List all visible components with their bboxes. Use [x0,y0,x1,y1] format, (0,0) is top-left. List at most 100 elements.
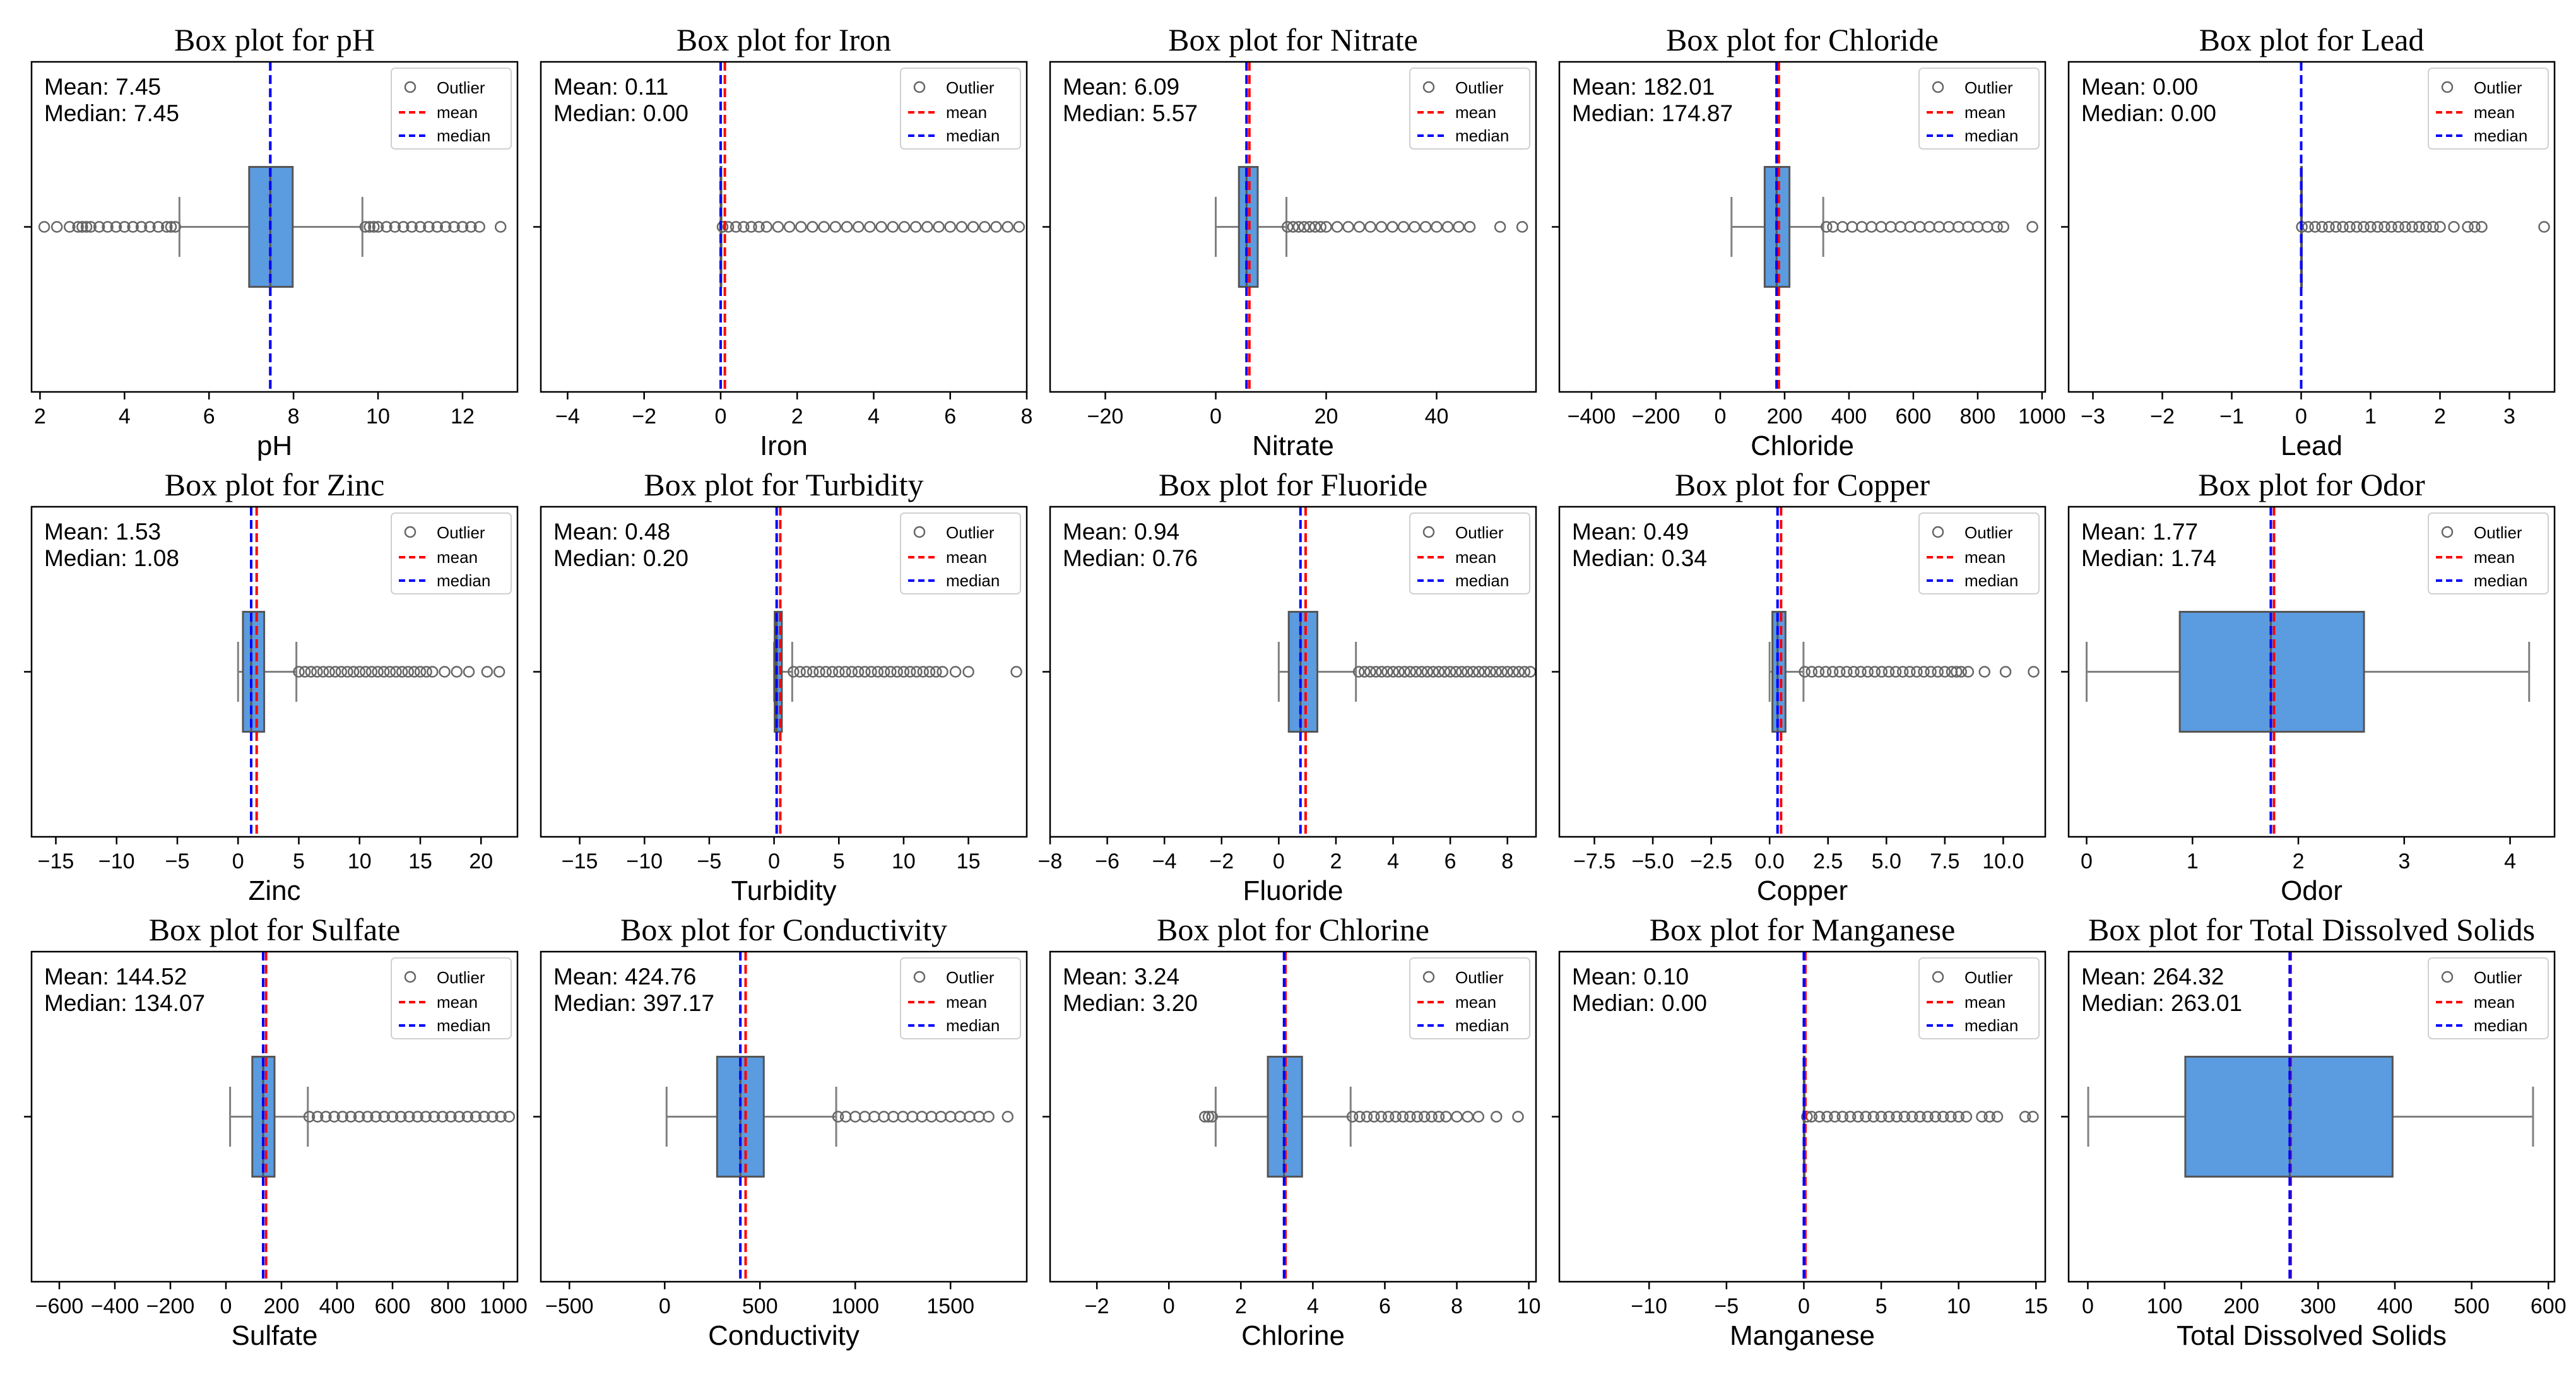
outlier-point [50,221,63,233]
chart-panel-13: Box plot for Chlorine −2 0 2 4 6 8 10 Chlorine Me… [1043,912,1541,1351]
x-tick-label: 10 [366,405,390,428]
x-axis-label: Conductivity [708,1320,860,1351]
outlier-point [135,221,148,233]
outlier-point [1419,221,1432,233]
outlier-point [1914,1111,1926,1123]
legend-outlier-marker [404,971,417,983]
outlier-point [772,221,784,233]
outlier-point [414,666,427,678]
x-tick-label: 400 [2377,1294,2413,1318]
outlier-point [1433,1111,1445,1123]
outlier-point [362,1111,374,1123]
x-tick-label: 10.0 [1982,849,2024,873]
legend-outlier-marker [1932,971,1944,983]
mean-stat-text: Mean: 1.77 [2081,519,2198,545]
outlier-point [353,666,365,678]
outlier-point [1494,221,1506,233]
mean-stat-text: Mean: 3.24 [1063,964,1179,990]
outlier-point [1415,666,1428,678]
median-stat-text: Median: 174.87 [1572,100,1733,126]
x-tick-label: −10 [626,849,663,873]
outlier-point [1472,1111,1484,1123]
x-tick-label: 3 [2398,849,2410,873]
x-tick-label: 15 [957,849,981,873]
outlier-point [878,666,890,678]
outlier-point [1364,666,1376,678]
outlier-point [1951,666,1963,678]
legend-outlier-marker [1932,81,1944,93]
chart-title: Box plot for Fluoride [1159,467,1427,502]
chart-title: Box plot for Conductivity [620,912,947,947]
x-tick-label: −7.5 [1573,849,1616,873]
outlier-point [1463,221,1476,233]
median-stat-text: Median: 134.07 [44,990,205,1016]
outlier-point [1955,666,1967,678]
outlier-point [1896,666,1909,678]
outlier-point [420,666,432,678]
x-tick-label: 10 [348,849,372,873]
outlier-point [1981,221,1994,233]
outlier-point [1962,221,1974,233]
outlier-point [2372,221,2384,233]
outlier-point [839,666,851,678]
legend-median-label: median [1455,571,1509,590]
mean-stat-text: Mean: 182.01 [1572,74,1715,100]
outlier-point [1431,221,1443,233]
outlier-point [885,666,897,678]
outlier-point [64,221,76,233]
outlier-point [1001,1111,1014,1123]
outlier-point [494,221,507,233]
chart-title: Box plot for pH [174,22,375,57]
outlier-point [1852,1111,1864,1123]
outlier-point [2434,221,2446,233]
x-tick-label: 1 [2365,405,2377,428]
outlier-point [1976,1111,1988,1123]
mean-stat-text: Mean: 7.45 [44,74,161,100]
x-tick-label: −2 [2150,405,2175,428]
legend-median-label: median [1964,571,2018,590]
outlier-point [2448,221,2460,233]
x-tick-label: 2.5 [1813,849,1843,873]
outlier-point [1846,221,1858,233]
legend-median-label: median [946,126,1000,145]
legend-mean-label: mean [1455,993,1496,1012]
outlier-point [2323,221,2335,233]
outlier-point [1346,1111,1359,1123]
outlier-point [1444,666,1456,678]
outlier-point [451,666,463,678]
x-axis-label: Manganese [1730,1320,1875,1351]
outlier-point [448,221,460,233]
outlier-point [1427,666,1439,678]
outlier-point [1354,1111,1366,1123]
outlier-point [102,221,114,233]
outlier-point [439,221,452,233]
x-tick-label: 5.0 [1872,849,1901,873]
outlier-point [453,1111,465,1123]
outlier-point [1410,666,1422,678]
outlier-point [2469,221,2481,233]
median-stat-text: Median: 0.00 [553,100,688,126]
legend-outlier-label: Outlier [946,968,995,987]
outlier-point [909,221,922,233]
outlier-point [1375,221,1388,233]
outlier-point [411,1111,423,1123]
outlier-point [311,666,323,678]
outlier-point [820,666,832,678]
legend-mean-label: mean [437,103,478,122]
x-tick-label: 1 [2187,849,2199,873]
x-tick-label: 200 [1767,405,1803,428]
outlier-point [495,1111,507,1123]
outlier-point [911,666,923,678]
outlier-point [323,666,335,678]
legend-mean-label: mean [2474,548,2515,567]
outlier-point [461,1111,474,1123]
outlier-point [1199,1111,1211,1123]
legend-median-label: median [2474,126,2527,145]
outlier-point [979,221,991,233]
x-tick-label: 12 [451,405,475,428]
outlier-point [1382,1111,1395,1123]
outlier-point [1438,666,1451,678]
legend-outlier-marker [1422,526,1435,538]
outlier-point [1368,1111,1380,1123]
